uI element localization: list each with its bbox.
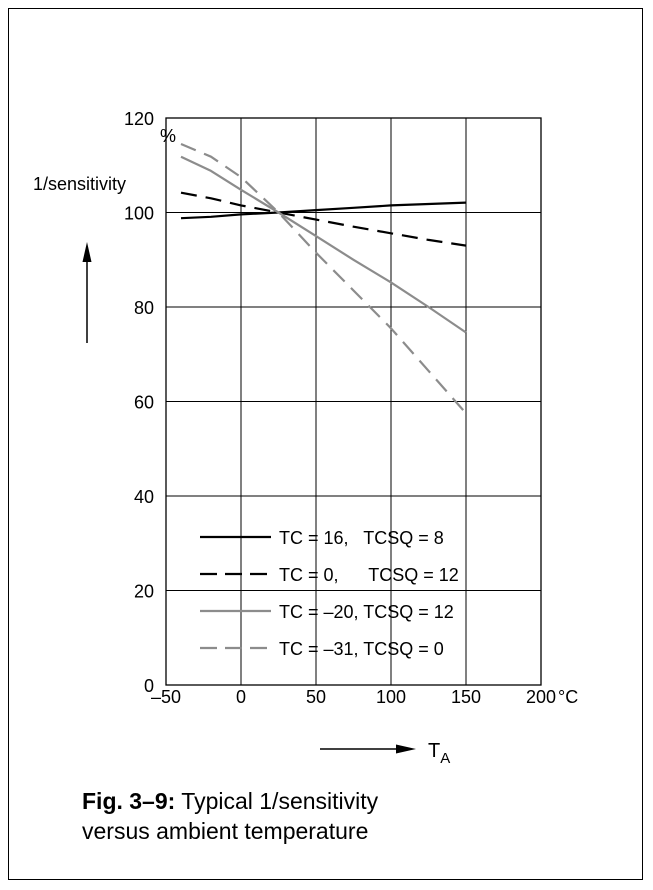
legend-label-4: TC = –31, TCSQ = 0 [279, 639, 444, 659]
series-line-1 [180, 201, 467, 220]
series-line-3 [180, 155, 467, 334]
figure-frame [8, 8, 643, 880]
x-axis-label-main: T [428, 740, 440, 762]
legend: TC = 16, TCSQ = 8 TC = 0, TCSQ = 12 TC = –… [200, 528, 459, 659]
series-group [180, 142, 467, 415]
y-tick-labels: 0 20 40 60 80 100 120 [124, 109, 154, 696]
y-axis-label: 1/sensitivity [33, 174, 126, 194]
caption-line-1: Fig. 3–9: Typical 1/sensitivity [82, 786, 378, 816]
series-line-4 [180, 142, 467, 415]
x-tick-labels: –50 0 50 100 150 200 [151, 687, 556, 707]
x-axis-label: TA [428, 740, 450, 767]
y-tick-label: 100 [124, 204, 154, 224]
caption-label: Fig. 3–9: [82, 788, 176, 814]
x-tick-label: –50 [151, 687, 181, 707]
chart-grid [165, 117, 542, 686]
y-tick-label: 80 [134, 298, 154, 318]
x-axis-unit: °C [558, 687, 578, 707]
legend-label-2: TC = 0, TCSQ = 12 [279, 565, 459, 585]
y-tick-label: 0 [144, 676, 154, 696]
caption-line-2: versus ambient temperature [82, 818, 369, 844]
legend-label-3: TC = –20, TCSQ = 12 [279, 602, 454, 622]
plot-border [165, 117, 542, 686]
x-axis-arrow [320, 744, 416, 754]
legend-label-1: TC = 16, TCSQ = 8 [279, 528, 444, 548]
x-tick-label: 0 [236, 687, 246, 707]
y-axis-unit: % [160, 126, 176, 146]
y-tick-label: 20 [134, 582, 154, 602]
x-tick-label: 100 [376, 687, 406, 707]
series-line-2 [180, 191, 467, 247]
x-axis-label-sub: A [440, 750, 450, 767]
y-tick-label: 40 [134, 487, 154, 507]
x-tick-label: 200 [526, 687, 556, 707]
figure-caption: Fig. 3–9: Typical 1/sensitivity versus a… [82, 786, 378, 846]
caption-text-1: Typical 1/sensitivity [181, 788, 379, 814]
x-tick-label: 50 [306, 687, 326, 707]
x-tick-label: 150 [451, 687, 481, 707]
y-tick-label: 60 [134, 393, 154, 413]
y-tick-label: 120 [124, 109, 154, 129]
y-axis-arrow [82, 242, 92, 343]
